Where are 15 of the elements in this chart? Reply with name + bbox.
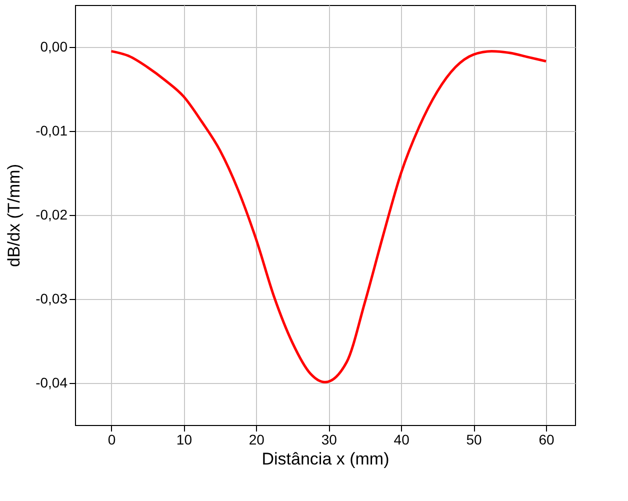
x-tick-label: 20: [248, 432, 265, 448]
y-tick-label: -0,04: [36, 374, 68, 390]
y-tick-label: -0,03: [36, 290, 68, 306]
y-tick-label: -0,01: [36, 122, 68, 138]
y-tick-label: 0,00: [40, 38, 68, 54]
x-tick-label: 0: [108, 432, 116, 448]
x-tick-label: 30: [321, 432, 338, 448]
x-tick-label: 40: [394, 432, 410, 448]
line-series: [110, 50, 548, 384]
x-axis-title: Distância x (mm): [262, 450, 390, 468]
x-tick-label: 50: [466, 432, 482, 448]
x-tick-label: 10: [176, 432, 192, 448]
y-axis-title: dB/dx (T/mm): [4, 164, 24, 267]
x-tick-label: 60: [538, 432, 555, 448]
y-tick-label: -0,02: [36, 206, 68, 222]
